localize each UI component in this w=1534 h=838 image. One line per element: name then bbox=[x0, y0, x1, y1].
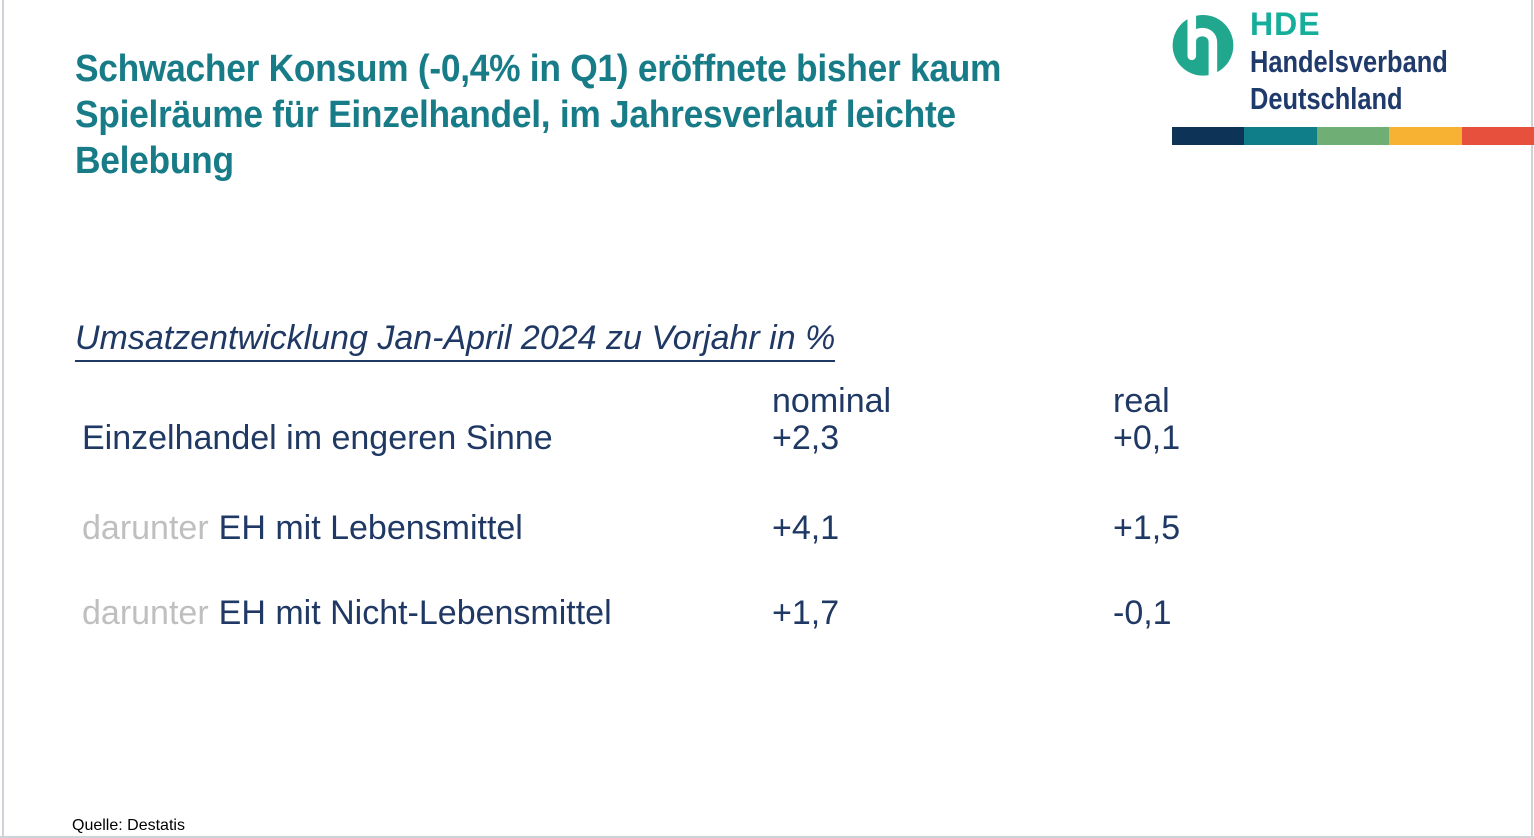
cell-nominal: +1,7 bbox=[772, 594, 840, 632]
table-row: darunter EH mit Nicht-Lebensmittel +1,7 -… bbox=[0, 592, 1534, 634]
table-header-row: nominal real bbox=[0, 380, 1534, 422]
logo-org-line-2: Deutschland bbox=[1250, 81, 1403, 116]
row-label: darunter EH mit Nicht-Lebensmittel bbox=[82, 592, 612, 634]
row-label-prefix: darunter bbox=[82, 509, 209, 547]
table-caption: Umsatzentwicklung Jan-April 2024 zu Vorj… bbox=[75, 316, 836, 362]
slide-title: Schwacher Konsum (-0,4% in Q1) eröffnete… bbox=[75, 46, 1001, 184]
column-header-real: real bbox=[1113, 382, 1170, 420]
cell-real: -0,1 bbox=[1113, 594, 1172, 632]
row-label: darunter EH mit Lebensmittel bbox=[82, 507, 523, 549]
column-header-nominal: nominal bbox=[772, 382, 892, 420]
title-line-1: Schwacher Konsum (-0,4% in Q1) eröffnete… bbox=[75, 48, 1002, 90]
stripe-segment-green bbox=[1316, 127, 1390, 145]
logo-brand-abbr: HDE bbox=[1250, 6, 1321, 42]
hde-logo-text: HDE Handelsverband Deutschland bbox=[1250, 6, 1491, 117]
page-border-left bbox=[2, 0, 4, 838]
page-border-right bbox=[1531, 0, 1533, 838]
row-label: Einzelhandel im engeren Sinne bbox=[82, 417, 553, 459]
row-label-main: EH mit Lebensmittel bbox=[218, 509, 523, 547]
row-label-prefix: darunter bbox=[82, 594, 209, 632]
stripe-segment-yellow bbox=[1389, 127, 1462, 145]
table-row: darunter EH mit Lebensmittel +4,1 +1,5 bbox=[0, 507, 1534, 549]
hde-circle-h-icon bbox=[1172, 9, 1234, 80]
cell-nominal: +4,1 bbox=[772, 509, 840, 547]
row-label-main: EH mit Nicht-Lebensmittel bbox=[218, 594, 612, 632]
stripe-segment-teal bbox=[1244, 127, 1317, 145]
cell-real: +0,1 bbox=[1113, 419, 1181, 457]
logo-org-line-1: Handelsverband bbox=[1250, 44, 1448, 79]
title-line-3: Belebung bbox=[75, 140, 234, 182]
page-border-bottom bbox=[0, 836, 1534, 838]
row-label-main: Einzelhandel im engeren Sinne bbox=[82, 419, 553, 457]
stripe-segment-red bbox=[1461, 127, 1534, 145]
cell-nominal: +2,3 bbox=[772, 419, 840, 457]
stripe-segment-navy bbox=[1172, 127, 1245, 145]
table-row: Einzelhandel im engeren Sinne +2,3 +0,1 bbox=[0, 417, 1534, 459]
title-line-2: Spielräume für Einzelhandel, im Jahresve… bbox=[75, 94, 956, 136]
brand-color-stripe bbox=[1172, 127, 1534, 145]
source-note: Quelle: Destatis bbox=[72, 817, 185, 834]
cell-real: +1,5 bbox=[1113, 509, 1181, 547]
